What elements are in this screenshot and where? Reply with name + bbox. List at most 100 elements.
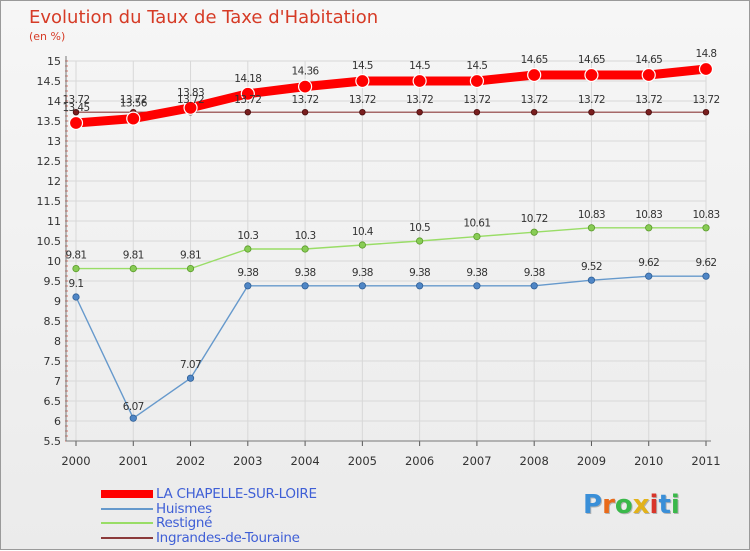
- data-point-2: [301, 245, 309, 253]
- logo-letter: i: [649, 490, 659, 520]
- y-tick-label: 9.5: [44, 275, 62, 288]
- data-point-1: [416, 282, 424, 290]
- data-point-0: [469, 73, 485, 89]
- y-tick-label: 8: [54, 335, 61, 348]
- data-point-1: [645, 272, 653, 280]
- logo-letter: x: [632, 490, 650, 520]
- data-point-1: [358, 282, 366, 290]
- y-tick-label: 6: [54, 415, 61, 428]
- data-label: 9.81: [123, 250, 144, 262]
- data-label: 9.38: [295, 267, 316, 279]
- data-point-0: [641, 67, 656, 83]
- y-tick-label: 12: [47, 175, 61, 188]
- data-point-2: [645, 224, 653, 232]
- x-tick-label: 2008: [520, 454, 549, 468]
- data-point-0: [68, 115, 84, 131]
- legend-item-huismes: Huismes: [101, 500, 317, 517]
- data-label: 13.45: [62, 102, 89, 114]
- data-label: 14.8: [696, 48, 717, 60]
- y-tick-label: 10: [47, 255, 61, 268]
- data-label: 9.38: [352, 267, 373, 279]
- data-point-1: [72, 293, 80, 301]
- data-label: 14.65: [635, 54, 662, 66]
- data-label: 13.72: [234, 94, 261, 106]
- data-label: 13.72: [406, 94, 433, 106]
- legend-item-la-chapelle: LA CHAPELLE-SUR-LOIRE: [101, 486, 317, 502]
- data-label: 9.38: [409, 267, 430, 279]
- y-tick-label: 13.5: [37, 115, 62, 128]
- data-label: 9.81: [180, 250, 201, 262]
- data-label: 9.52: [581, 261, 602, 273]
- data-point-3: [359, 108, 366, 116]
- data-label: 13.72: [177, 94, 204, 106]
- y-tick-label: 14.5: [37, 75, 62, 88]
- data-point-1: [702, 272, 710, 280]
- legend-label: Ingrandes-de-Touraine: [156, 529, 300, 546]
- y-tick-label: 5.5: [44, 435, 62, 448]
- data-point-0: [698, 61, 714, 77]
- data-label: 10.83: [635, 209, 662, 221]
- data-label: 6.07: [123, 401, 144, 413]
- data-label: 13.72: [463, 94, 490, 106]
- data-point-0: [240, 86, 255, 101]
- y-tick-label: 10.5: [37, 235, 62, 248]
- legend-label: Huismes: [156, 500, 212, 517]
- data-label: 10.4: [352, 226, 374, 238]
- data-point-3: [416, 108, 423, 116]
- data-point-2: [358, 241, 366, 249]
- data-point-2: [416, 237, 424, 245]
- x-tick-label: 2000: [61, 454, 90, 468]
- data-label: 13.72: [635, 94, 662, 106]
- data-point-1: [186, 374, 195, 382]
- data-label: 13.72: [62, 94, 89, 106]
- data-point-2: [587, 224, 596, 232]
- data-point-3: [702, 108, 710, 116]
- data-point-3: [473, 108, 481, 116]
- data-label: 9.1: [69, 278, 84, 290]
- data-point-2: [72, 264, 80, 273]
- x-tick-label: 2003: [233, 454, 262, 468]
- x-tick-label: 2007: [462, 454, 491, 468]
- data-label: 14.5: [352, 60, 373, 72]
- logo-letter: o: [614, 490, 633, 520]
- data-label: 13.56: [120, 98, 148, 110]
- legend-label: Restigné: [156, 515, 213, 532]
- series-line-0: [71, 64, 711, 128]
- data-point-2: [186, 264, 195, 273]
- data-point-3: [588, 108, 595, 116]
- data-label: 9.81: [66, 250, 87, 262]
- data-point-3: [244, 108, 252, 116]
- data-point-1: [244, 282, 252, 290]
- y-tick-label: 9: [54, 295, 61, 308]
- data-point-2: [473, 233, 481, 241]
- series-line-2: [75, 227, 707, 270]
- data-label: 13.83: [177, 87, 204, 99]
- series-line-1: [75, 275, 707, 419]
- data-label: 13.72: [349, 94, 376, 106]
- data-label: 13.72: [692, 94, 719, 106]
- logo-letter: P: [583, 490, 603, 520]
- x-tick-label: 2006: [405, 454, 434, 468]
- legend-item-ingrandes: Ingrandes-de-Touraine: [101, 529, 317, 546]
- data-label: 10.61: [463, 218, 490, 230]
- legend-swatch-ingrandes: [101, 536, 153, 539]
- chart-title: Evolution du Taux de Taxe d'Habitation: [29, 7, 379, 28]
- data-label: 10.72: [521, 213, 548, 225]
- legend-swatch-huismes: [101, 507, 153, 510]
- legend-item-restigne: Restigné: [101, 515, 317, 532]
- data-point-1: [473, 282, 481, 290]
- data-point-0: [355, 73, 370, 89]
- legend-swatch-la-chapelle: [101, 490, 153, 499]
- data-label: 9.62: [696, 257, 717, 269]
- data-point-2: [129, 264, 137, 273]
- data-label: 14.5: [409, 60, 430, 72]
- data-label: 9.38: [524, 267, 545, 279]
- data-point-2: [702, 224, 710, 232]
- data-point-2: [530, 228, 538, 236]
- data-label: 14.65: [521, 54, 548, 66]
- y-tick-label: 12.5: [37, 155, 62, 168]
- y-tick-label: 8.5: [44, 315, 62, 328]
- y-axis-unit-label: (en %): [29, 30, 66, 43]
- data-label: 10.3: [295, 230, 316, 242]
